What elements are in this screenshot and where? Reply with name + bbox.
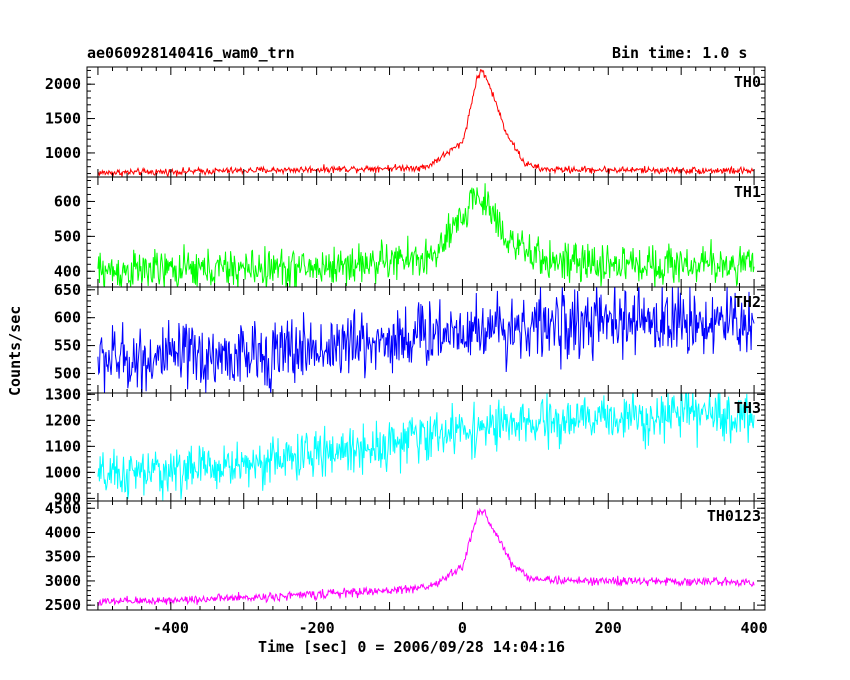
panel-label-th1: TH1 [734,183,761,201]
x-tick-label: 0 [458,619,467,637]
y-tick-label-th0123: 4000 [45,523,81,541]
y-tick-label-th0123: 3000 [45,572,81,590]
y-tick-label-th2: 550 [54,337,81,355]
panel-label-th2: TH2 [734,293,761,311]
y-tick-label-th2: 650 [54,281,81,299]
panel-label-th3: TH3 [734,399,761,417]
y-tick-label-th3: 1300 [45,385,81,403]
series-th3-line [97,393,755,501]
y-axis-label: Counts/sec [6,305,24,396]
y-tick-label-th1: 500 [54,227,81,245]
y-tick-label-th0123: 2500 [45,596,81,614]
panel-frame-th0123 [86,500,766,611]
plot-title: ae060928140416_wam0_trn [87,44,295,62]
series-th2-line [97,287,755,393]
y-tick-label-th0123: 3500 [45,548,81,566]
x-tick-label: -400 [153,619,189,637]
x-axis-label: Time [sec] 0 = 2006/09/28 14:04:16 [258,638,566,656]
y-tick-label-th1: 600 [54,192,81,210]
x-tick-label: 400 [741,619,768,637]
y-tick-label-th1: 400 [54,262,81,280]
panel-frame-th0 [86,66,766,178]
series-th0123-line [97,507,755,606]
panel-label-th0: TH0 [734,73,761,91]
y-tick-label-th0: 1000 [45,144,81,162]
y-tick-label-th3: 1000 [45,463,81,481]
series-th0-line [97,68,755,177]
x-tick-label: 200 [595,619,622,637]
bin-time-label: Bin time: 1.0 s [612,44,748,62]
y-tick-label-th2: 600 [54,309,81,327]
y-tick-label-th0: 2000 [45,75,81,93]
y-tick-label-th3: 1200 [45,411,81,429]
x-tick-label: -200 [299,619,335,637]
panel-label-th0123: TH0123 [707,507,761,525]
y-tick-label-th0123: 4500 [45,499,81,517]
series-th1-line [97,183,755,287]
y-tick-label-th3: 1100 [45,437,81,455]
y-tick-label-th0: 1500 [45,110,81,128]
y-tick-label-th3: 900 [54,489,81,507]
y-tick-label-th2: 500 [54,364,81,382]
